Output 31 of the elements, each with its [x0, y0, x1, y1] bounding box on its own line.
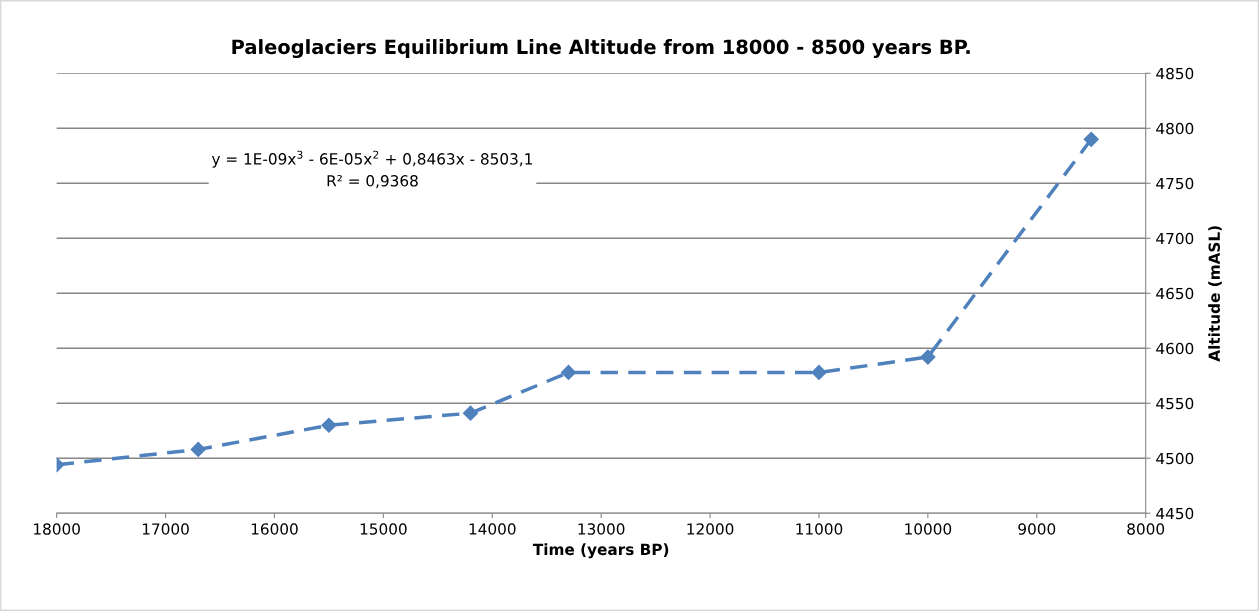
point — [920, 349, 936, 365]
x-tick-label: 9000 — [1018, 523, 1056, 535]
y-tick-label: 4600 — [1156, 342, 1194, 355]
point — [462, 405, 479, 421]
y-tick-label: 4550 — [1156, 397, 1194, 410]
x-tick-label: 16000 — [251, 523, 298, 535]
point — [811, 364, 827, 381]
y-tick-label: 4650 — [1156, 287, 1194, 300]
y-tick-label: 4750 — [1156, 177, 1194, 190]
x-tick-label: 15000 — [360, 523, 407, 535]
point — [560, 364, 577, 381]
y-tick-label: 4500 — [1156, 452, 1194, 465]
x-tick-label: 13000 — [578, 523, 625, 535]
x-tick-label: 11000 — [796, 523, 843, 535]
x-tick-label: 8000 — [1127, 523, 1165, 535]
x-axis-title: Time (years BP) — [532, 543, 669, 559]
y-tick-label: 4850 — [1156, 67, 1194, 80]
x-tick-label: 10000 — [905, 523, 952, 535]
x-tick-label: 17000 — [142, 523, 189, 535]
chart-title: Paleoglaciers Equilibrium Line Altitude from 18000 - 8500 years BP. — [232, 39, 970, 59]
y-axis-title: Altitude (mASL) — [1208, 226, 1222, 362]
x-tick-label: 18000 — [34, 523, 80, 535]
x-tick-label: 14000 — [469, 523, 516, 535]
point — [1083, 131, 1099, 147]
y-tick-label: 4800 — [1156, 122, 1194, 135]
y-tick-label: 4700 — [1156, 232, 1194, 245]
y-tick-label: 4450 — [1156, 507, 1194, 520]
point — [190, 441, 206, 458]
x-tick-label: 12000 — [687, 523, 734, 535]
point — [321, 417, 337, 433]
annotation: y = 1E-09x$^{3}$ - 6E-05x$^{2}$ + 0,8463x - 8503,1 R² = 0,9368 — [211, 150, 532, 189]
